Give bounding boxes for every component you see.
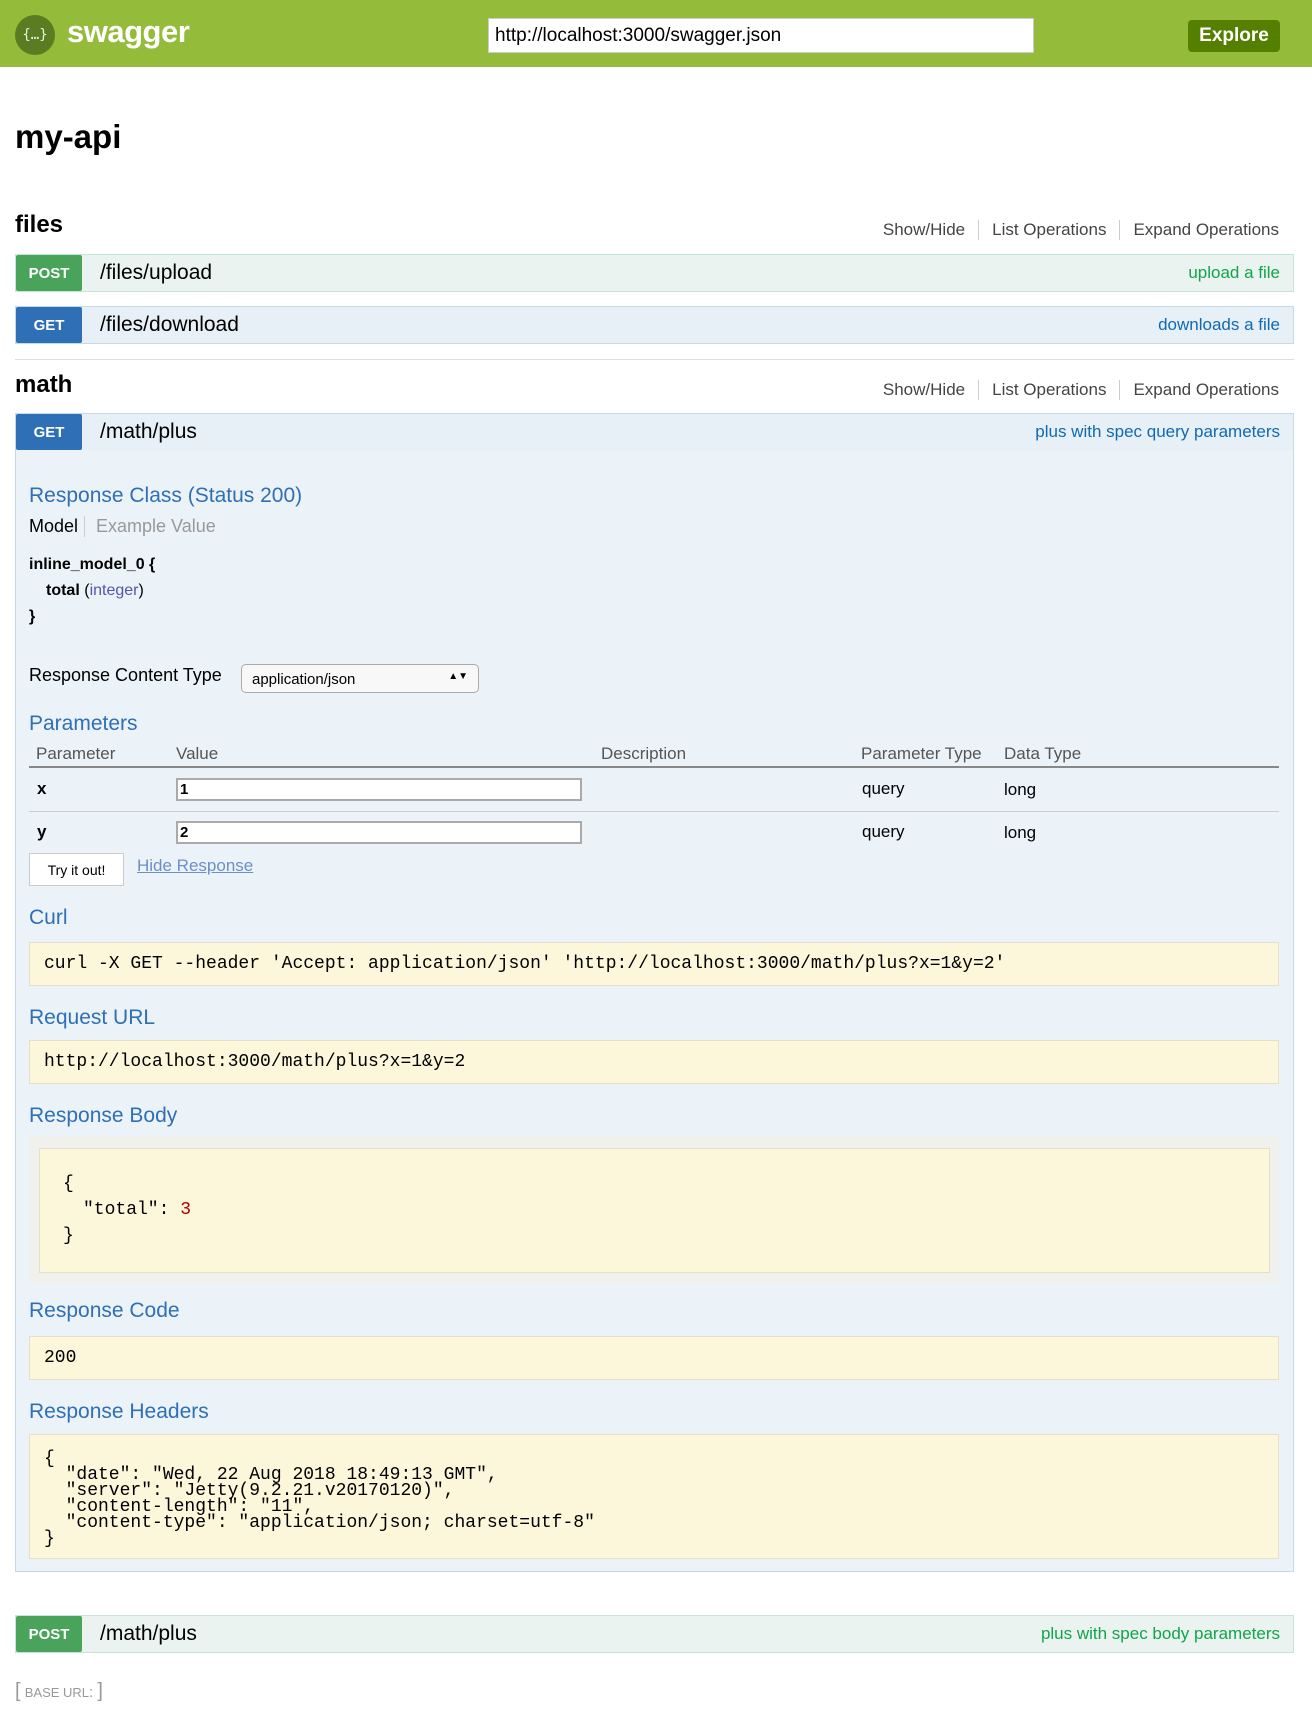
body-close: } [63, 1226, 74, 1246]
method-badge: POST [16, 255, 82, 291]
param-row-y: y query long [29, 812, 1279, 852]
response-code-box: 200 [29, 1336, 1279, 1380]
base-url-label: BASE URL [24, 1685, 90, 1700]
selected-value: application/json [252, 671, 356, 688]
response-headers: { "date": "Wed, 22 Aug 2018 18:49:13 GMT… [44, 1449, 595, 1549]
col-parameter-type: Parameter Type [861, 744, 982, 763]
parameters-header: Parameter Value Description Parameter Ty… [29, 744, 1279, 768]
show-hide-link[interactable]: Show/Hide [870, 220, 980, 240]
method-badge: GET [16, 307, 82, 343]
response-headers-box: { "date": "Wed, 22 Aug 2018 18:49:13 GMT… [29, 1434, 1279, 1559]
swagger-logo-icon: {…} [15, 15, 55, 55]
body-line: "total": 3 [63, 1197, 1269, 1223]
operation-summary[interactable]: plus with spec query parameters [1035, 422, 1280, 441]
property-name: total [46, 582, 80, 599]
expand-operations-link[interactable]: Expand Operations [1133, 380, 1279, 399]
spec-url-input[interactable] [488, 18, 1034, 53]
request-url: http://localhost:3000/math/plus?x=1&y=2 [44, 1052, 466, 1072]
response-class-title: Response Class (Status 200) [29, 484, 303, 507]
request-url-title: Request URL [29, 1006, 156, 1029]
param-y-input[interactable] [176, 821, 582, 844]
model-property: total (integer) [46, 582, 144, 599]
curl-command: curl -X GET --header 'Accept: applicatio… [44, 954, 1006, 974]
content-type-label: Response Content Type [29, 665, 222, 685]
expand-operations-link[interactable]: Expand Operations [1133, 220, 1279, 239]
property-type: integer [89, 582, 139, 599]
operation-path[interactable]: /files/upload [100, 261, 213, 284]
operation-summary[interactable]: upload a file [1188, 263, 1280, 282]
model-tab[interactable]: Model [29, 516, 86, 537]
request-url-box: http://localhost:3000/math/plus?x=1&y=2 [29, 1040, 1279, 1084]
param-row-x: x query long [29, 770, 1279, 812]
operation-post-math-plus[interactable]: POST /math/plus plus with spec body para… [15, 1615, 1294, 1653]
try-it-out-button[interactable]: Try it out! [29, 853, 124, 886]
model-name: inline_model_0 { [29, 556, 156, 573]
operation-path[interactable]: /math/plus [100, 1622, 197, 1645]
operation-details-panel [15, 450, 1294, 1572]
operation-post-files-upload[interactable]: POST /files/upload upload a file [15, 254, 1294, 292]
explore-button[interactable]: Explore [1188, 20, 1280, 52]
method-badge: POST [16, 1616, 82, 1652]
content-type-select[interactable]: application/json ▲▼ [241, 664, 479, 693]
param-name: y [37, 822, 47, 841]
logo-text[interactable]: swagger [67, 14, 190, 49]
parameters-title: Parameters [29, 712, 138, 735]
param-data-type: long [1004, 823, 1037, 842]
response-headers-title: Response Headers [29, 1400, 209, 1423]
col-parameter: Parameter [36, 744, 116, 763]
hide-response-link[interactable]: Hide Response [137, 856, 254, 875]
body-value: 3 [180, 1200, 192, 1220]
section-math-links: Show/Hide List Operations Expand Operati… [870, 380, 1279, 400]
curl-box: curl -X GET --header 'Accept: applicatio… [29, 942, 1279, 986]
param-type: query [862, 822, 905, 841]
operation-get-files-download[interactable]: GET /files/download downloads a file [15, 306, 1294, 344]
select-arrows-icon: ▲▼ [448, 671, 468, 682]
section-divider [15, 359, 1294, 360]
api-title: my-api [15, 118, 122, 155]
operation-summary[interactable]: plus with spec body parameters [1040, 1624, 1280, 1643]
operation-path[interactable]: /math/plus [100, 420, 197, 443]
col-value: Value [176, 744, 219, 763]
body-key: "total": [83, 1200, 181, 1220]
param-name: x [37, 779, 47, 798]
operation-get-math-plus[interactable]: GET /math/plus plus with spec query para… [15, 413, 1294, 451]
col-data-type: Data Type [1004, 744, 1082, 763]
param-x-input[interactable] [176, 778, 582, 801]
param-data-type: long [1004, 780, 1037, 799]
body-open: { [63, 1174, 74, 1194]
response-body-title: Response Body [29, 1104, 178, 1127]
response-body-box: { "total": 3} [39, 1148, 1270, 1273]
list-operations-link[interactable]: List Operations [979, 220, 1121, 240]
base-url: [ BASE URL: ] [15, 1680, 103, 1702]
list-operations-link[interactable]: List Operations [979, 380, 1121, 400]
section-files-links: Show/Hide List Operations Expand Operati… [870, 220, 1279, 240]
curl-title: Curl [29, 906, 68, 929]
operation-summary[interactable]: downloads a file [1158, 315, 1280, 334]
response-code: 200 [44, 1348, 77, 1368]
example-value-tab[interactable]: Example Value [96, 516, 216, 536]
section-math-title[interactable]: math [15, 371, 73, 398]
section-files-title[interactable]: files [15, 211, 64, 238]
operation-path[interactable]: /files/download [100, 313, 239, 336]
param-type: query [862, 779, 905, 798]
method-badge: GET [16, 414, 82, 450]
col-description: Description [601, 744, 687, 763]
model-close: } [29, 608, 36, 625]
show-hide-link[interactable]: Show/Hide [870, 380, 980, 400]
response-code-title: Response Code [29, 1299, 180, 1322]
